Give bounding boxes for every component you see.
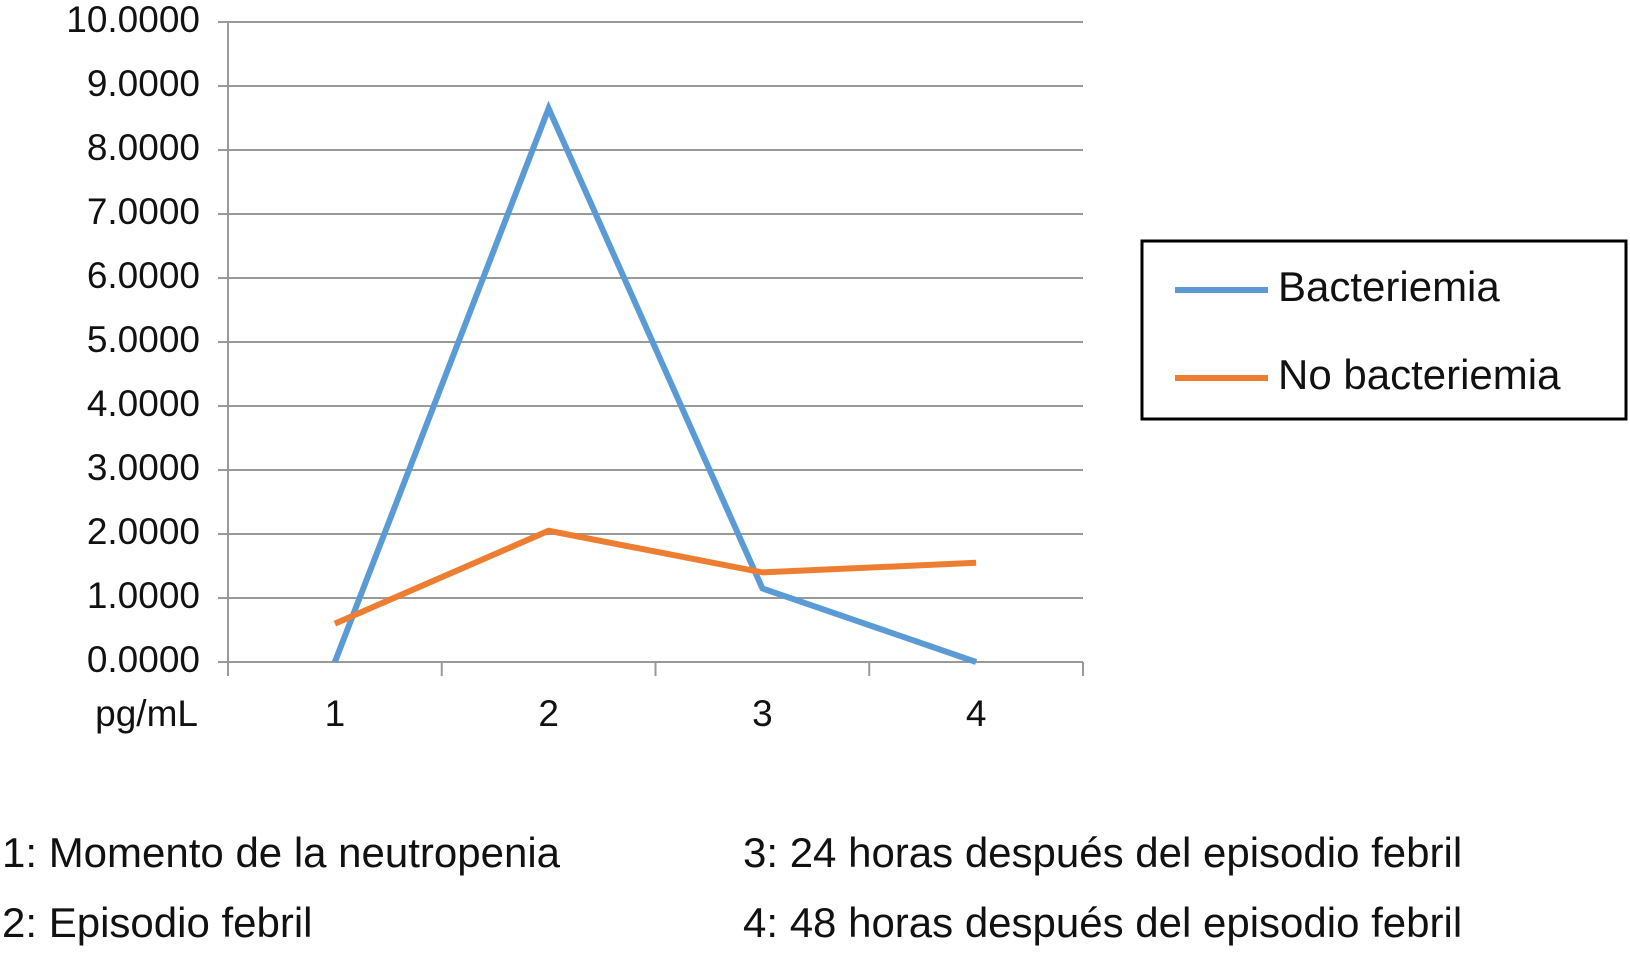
footnote: 4: 48 horas después del episodio febril — [743, 899, 1462, 946]
x-tick-label: 3 — [752, 693, 773, 734]
legend-box — [1140, 239, 1628, 421]
x-tick-label: 1 — [325, 693, 346, 734]
x-tick-label: 2 — [538, 693, 559, 734]
y-tick-label: 4.0000 — [87, 383, 200, 424]
footnote: 2: Episodio febril — [2, 899, 313, 946]
legend-label: No bacteriemia — [1278, 351, 1561, 398]
y-tick-label: 6.0000 — [87, 255, 200, 296]
y-tick-label: 5.0000 — [87, 319, 200, 360]
y-tick-label: 0.0000 — [87, 639, 200, 680]
series-line — [332, 100, 978, 665]
footnote: 3: 24 horas después del episodio febril — [743, 829, 1462, 876]
y-tick-label: 9.0000 — [87, 63, 200, 104]
y-tick-label: 2.0000 — [87, 511, 200, 552]
y-tick-label: 8.0000 — [87, 127, 200, 168]
x-tick-label: 4 — [966, 693, 987, 734]
x-axis-label: pg/mL — [95, 693, 198, 734]
y-tick-label: 3.0000 — [87, 447, 200, 488]
y-tick-label: 7.0000 — [87, 191, 200, 232]
y-tick-label: 10.0000 — [66, 0, 200, 40]
legend-label: Bacteriemia — [1278, 263, 1500, 310]
series-line — [333, 527, 977, 627]
footnote: 1: Momento de la neutropenia — [2, 829, 561, 876]
y-tick-label: 1.0000 — [87, 575, 200, 616]
